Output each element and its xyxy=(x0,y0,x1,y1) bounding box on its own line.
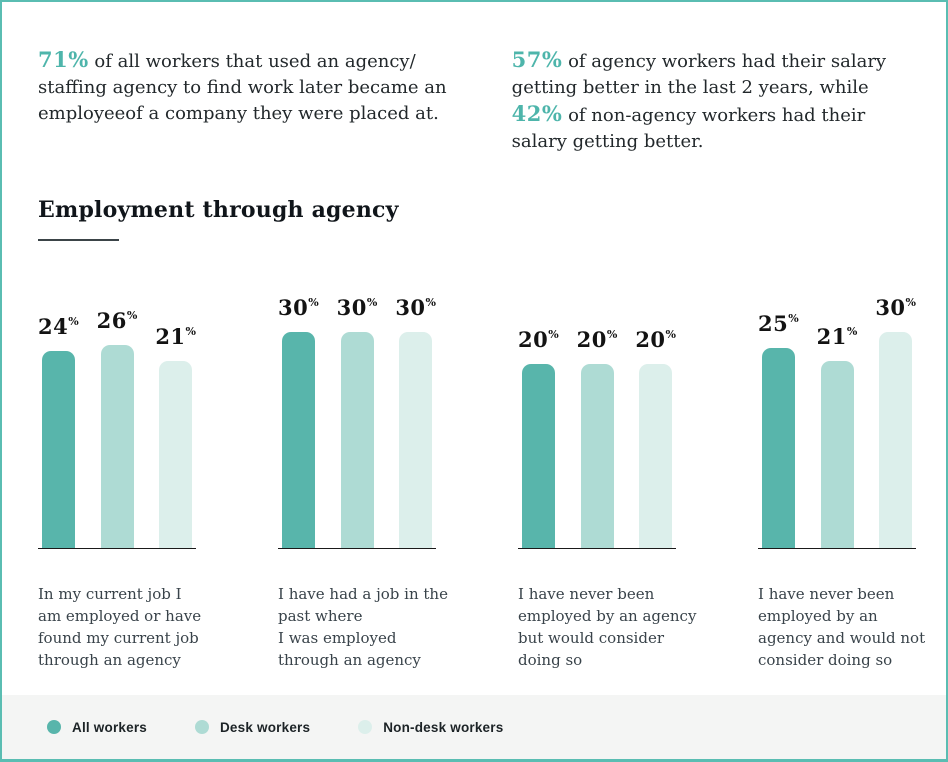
bar-group-4: 25% 21% 30% I have never been employed by a… xyxy=(758,296,925,671)
bar-value-label: 21% xyxy=(155,324,196,349)
intro-left-text: of all workers that used an agency/ staf… xyxy=(38,51,447,124)
bar-cell: 30% xyxy=(395,292,436,548)
legend-item-desk-workers: Desk workers xyxy=(194,719,311,735)
intro-right-text-2: of non-agency workers had their salary g… xyxy=(511,105,866,152)
bar-cell: 24% xyxy=(38,311,79,548)
bar-desk-workers xyxy=(580,364,614,548)
group-caption: In my current job I am employed or have … xyxy=(38,585,202,669)
bar-groups: 24% 26% 21% In my current job I am employed… xyxy=(38,296,925,671)
bar-value-label: 20% xyxy=(576,327,618,352)
bar-cell: 20% xyxy=(576,324,618,548)
legend-item-non-desk-workers: Non-desk workers xyxy=(358,720,503,735)
legend-label-all-workers: All workers xyxy=(72,719,147,735)
bar-non-desk-workers xyxy=(879,332,913,548)
heading-rule xyxy=(38,239,119,241)
bar-value-label: 26% xyxy=(96,308,138,333)
bar-desk-workers xyxy=(340,332,374,548)
bar-cluster: 24% 26% 21% xyxy=(38,297,196,549)
bar-value-label: 24% xyxy=(38,314,79,339)
bar-all-workers xyxy=(281,332,315,548)
bar-cluster: 25% 21% 30% xyxy=(758,296,916,549)
legend-dot-desk-workers xyxy=(194,720,209,734)
intro-stat-right: 57% of agency workers had their salary g… xyxy=(512,47,918,155)
intro-right-text-1: of agency workers had their salary getti… xyxy=(511,51,887,98)
bar-value-label: 30% xyxy=(278,295,319,320)
bar-value-label: 20% xyxy=(518,327,559,352)
bar-cell: 20% xyxy=(635,324,676,548)
legend-item-all-workers: All workers xyxy=(47,720,147,735)
stat-57-percent: 57% xyxy=(511,47,563,72)
group-caption: I have had a job in the past where I was… xyxy=(278,585,448,669)
bar-non-desk-workers xyxy=(399,332,433,548)
bar-all-workers xyxy=(41,351,75,548)
bar-cell: 30% xyxy=(278,292,319,548)
legend-dot-all-workers xyxy=(47,720,61,734)
legend-label-desk-workers: Desk workers xyxy=(219,719,311,735)
bar-cell: 30% xyxy=(875,292,916,548)
bar-group-3: 20% 20% 20% I have never been employed by a… xyxy=(518,297,696,671)
bar-group-2: 30% 30% 30% I have had a job in the past wh… xyxy=(278,296,448,671)
bar-value-label: 30% xyxy=(875,295,916,320)
bar-value-label: 30% xyxy=(395,295,436,320)
bar-cell: 26% xyxy=(96,305,138,548)
bar-cell: 25% xyxy=(758,308,799,548)
bar-cell: 20% xyxy=(518,324,559,548)
stat-71-percent: 71% xyxy=(38,47,89,72)
content-area: 71% of all workers that used an agency/ … xyxy=(2,2,946,671)
bar-cell: 21% xyxy=(816,321,858,548)
chart-title: Employment through agency xyxy=(38,197,399,223)
legend-dot-non-desk-workers xyxy=(358,720,373,734)
intro-stats-row: 71% of all workers that used an agency/ … xyxy=(38,47,918,155)
bar-value-label: 20% xyxy=(635,327,676,352)
stat-42-percent: 42% xyxy=(511,101,563,126)
group-caption: I have never been employed by an agency … xyxy=(758,585,926,669)
bar-cell: 21% xyxy=(155,321,196,548)
intro-stat-left: 71% of all workers that used an agency/ … xyxy=(38,47,464,155)
bar-value-label: 21% xyxy=(816,324,858,349)
bar-non-desk-workers xyxy=(639,364,673,548)
bar-non-desk-workers xyxy=(159,361,193,548)
bar-cluster: 30% 30% 30% xyxy=(278,296,436,549)
bar-all-workers xyxy=(521,364,555,548)
bar-value-label: 25% xyxy=(758,311,799,336)
bar-all-workers xyxy=(761,348,795,548)
bar-group-1: 24% 26% 21% In my current job I am employed… xyxy=(38,297,201,671)
legend-label-non-desk-workers: Non-desk workers xyxy=(383,719,504,735)
bar-value-label: 30% xyxy=(336,295,378,320)
bar-desk-workers xyxy=(100,345,134,548)
bar-desk-workers xyxy=(820,361,854,548)
bar-cluster: 20% 20% 20% xyxy=(518,297,676,549)
group-caption: I have never been employed by an agency … xyxy=(518,585,697,669)
legend: All workers Desk workers Non-desk worker… xyxy=(2,695,946,759)
bar-cell: 30% xyxy=(336,292,378,548)
